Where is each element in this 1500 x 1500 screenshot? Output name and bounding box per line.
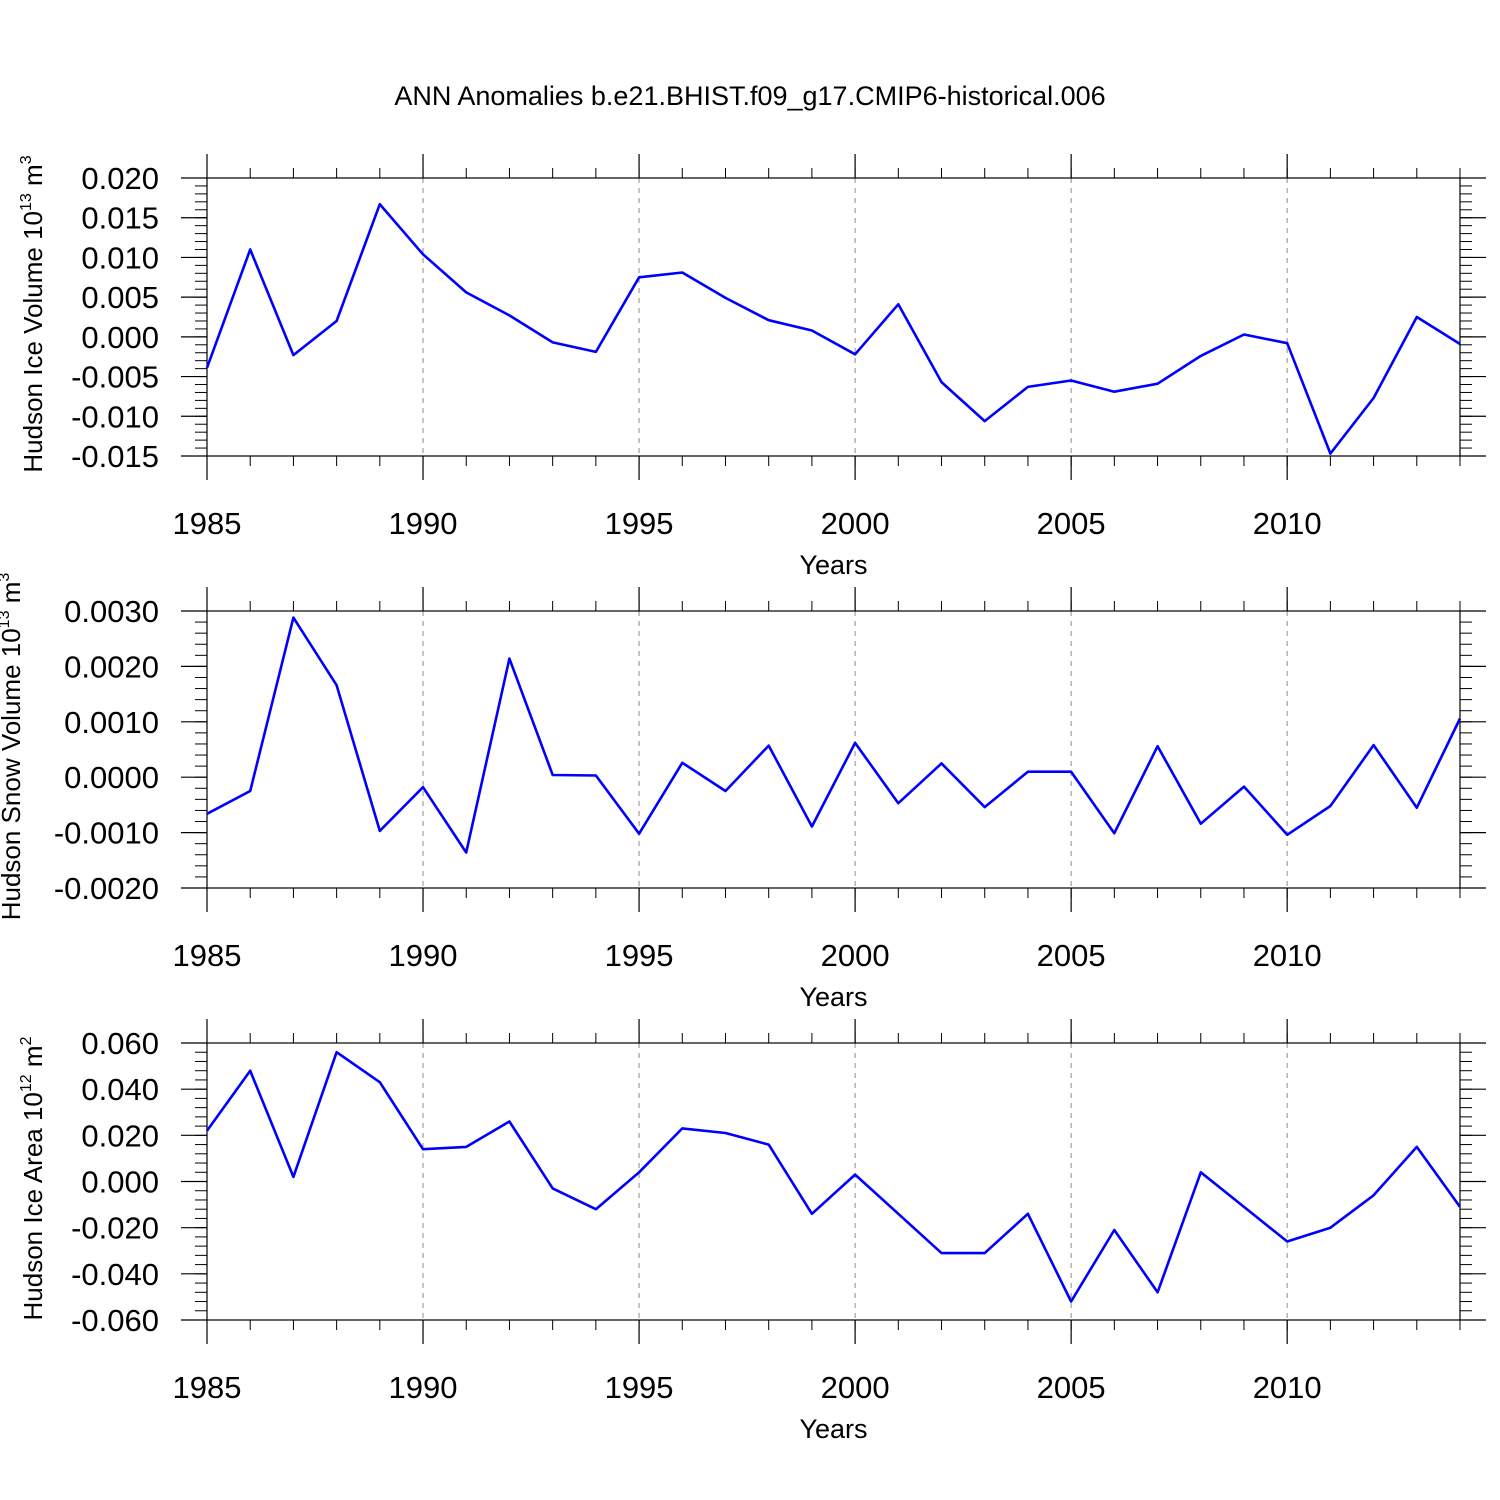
y-tick-label: 0.0010 bbox=[64, 705, 159, 740]
y-tick-label: 0.010 bbox=[81, 240, 159, 275]
plot-frame bbox=[206, 1042, 1461, 1321]
x-tick-label: 1990 bbox=[389, 1370, 458, 1405]
y-tick-label: -0.0010 bbox=[54, 816, 159, 851]
x-axis-label: Years bbox=[799, 982, 867, 1012]
y-axis-label-part: m bbox=[18, 1045, 48, 1074]
y-axis-label-superscript: 3 bbox=[0, 573, 13, 582]
y-axis-label-part: Hudson Ice Area 10 bbox=[18, 1092, 48, 1320]
y-axis-label-superscript: 13 bbox=[18, 193, 35, 211]
y-tick-label: -0.010 bbox=[71, 399, 159, 434]
x-tick-label: 2010 bbox=[1253, 938, 1322, 973]
figure-title: ANN Anomalies b.e21.BHIST.f09_g17.CMIP6-… bbox=[394, 81, 1105, 111]
y-axis-label-part: m bbox=[18, 164, 48, 193]
x-tick-label: 2005 bbox=[1037, 506, 1106, 541]
y-tick-label: -0.040 bbox=[71, 1257, 159, 1292]
y-tick-label: 0.0000 bbox=[64, 760, 159, 795]
y-tick-label: -0.015 bbox=[71, 439, 159, 474]
plot-frame bbox=[206, 177, 1461, 457]
y-axis-label: Hudson Snow Volume 1013 m3 bbox=[0, 573, 26, 921]
x-axis-label: Years bbox=[799, 550, 867, 580]
y-axis-label-superscript: 3 bbox=[18, 155, 35, 164]
y-axis-label: Hudson Ice Volume 1013 m3 bbox=[18, 155, 48, 472]
y-tick-label: 0.000 bbox=[81, 320, 159, 355]
x-tick-label: 1995 bbox=[605, 506, 674, 541]
x-tick-label: 2000 bbox=[821, 1370, 890, 1405]
x-tick-label: 2005 bbox=[1037, 1370, 1106, 1405]
y-tick-label: 0.0020 bbox=[64, 649, 159, 684]
plot-frame bbox=[206, 610, 1461, 889]
panel-snow-volume: 1985 1990 1995 2000 2005 2010 0.0030 0.0020 0.00… bbox=[0, 573, 1486, 1012]
y-tick-label: -0.020 bbox=[71, 1211, 159, 1246]
series-line bbox=[205, 202, 1461, 455]
y-axis-label-superscript: 12 bbox=[18, 1074, 35, 1092]
x-tick-label: 2010 bbox=[1253, 1370, 1322, 1405]
y-tick-label: 0.000 bbox=[81, 1165, 159, 1200]
y-tick-label: 0.015 bbox=[81, 201, 159, 236]
series-line bbox=[205, 1050, 1462, 1303]
x-axis-label: Years bbox=[799, 1414, 867, 1444]
x-tick-label: 2005 bbox=[1037, 938, 1106, 973]
x-tick-label: 1995 bbox=[605, 1370, 674, 1405]
x-tick-label: 1985 bbox=[173, 1370, 242, 1405]
y-tick-label: -0.0020 bbox=[54, 871, 159, 906]
panel-ice-volume: 1985 1990 1995 2000 2005 2010 0.020 0.015 0.010 0… bbox=[18, 154, 1486, 580]
y-axis-label-superscript: 13 bbox=[0, 610, 13, 628]
x-tick-label: 2000 bbox=[821, 938, 890, 973]
y-axis-label: Hudson Ice Area 1012 m2 bbox=[18, 1036, 48, 1320]
x-tick-label: 1990 bbox=[389, 506, 458, 541]
x-tick-label: 1985 bbox=[173, 506, 242, 541]
y-axis-label-part: m bbox=[0, 582, 26, 611]
x-tick-label: 1990 bbox=[389, 938, 458, 973]
x-tick-label: 1985 bbox=[173, 938, 242, 973]
y-axis-label-superscript: 2 bbox=[18, 1036, 35, 1045]
series-line bbox=[206, 616, 1462, 854]
y-tick-label: -0.060 bbox=[71, 1303, 159, 1338]
x-tick-label: 2000 bbox=[821, 506, 890, 541]
y-tick-label: 0.040 bbox=[81, 1072, 159, 1107]
y-tick-label: 0.0030 bbox=[64, 594, 159, 629]
y-tick-label: -0.005 bbox=[71, 360, 159, 395]
y-axis-label-part: Hudson Snow Volume 10 bbox=[0, 628, 26, 920]
y-axis-label-part: Hudson Ice Volume 10 bbox=[18, 211, 48, 473]
x-tick-label: 1995 bbox=[605, 938, 674, 973]
panel-ice-area: 1985 1990 1995 2000 2005 2010 0.060 0.040 0.020 0… bbox=[18, 1019, 1486, 1444]
y-tick-label: 0.020 bbox=[81, 161, 159, 196]
x-tick-label: 2010 bbox=[1253, 506, 1322, 541]
y-tick-label: 0.020 bbox=[81, 1118, 159, 1153]
y-tick-label: 0.005 bbox=[81, 280, 159, 315]
y-tick-label: 0.060 bbox=[81, 1026, 159, 1061]
